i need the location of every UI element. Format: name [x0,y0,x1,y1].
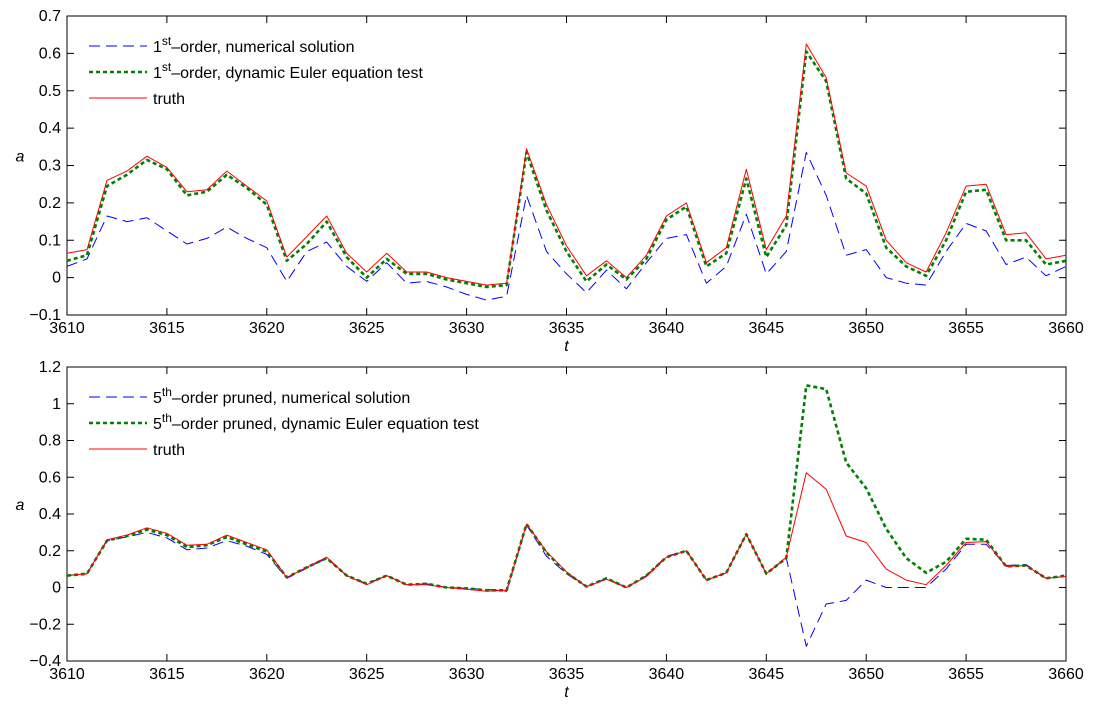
x-tick-label: 3625 [349,320,385,337]
x-tick-label: 3630 [449,320,485,337]
y-tick-label: 0.1 [39,232,61,249]
y-tick-label: 0 [52,270,61,287]
x-tick-label: 3660 [1048,666,1084,683]
series-line-1 [66,151,1067,301]
x-tick-label: 3610 [49,666,85,683]
x-axis-label: t [564,338,569,355]
x-tick-label: 3630 [449,666,485,683]
y-tick-label: 0 [52,580,61,597]
legend-entry: 1st–order, numerical solution [153,34,354,56]
y-axis-label: a [16,149,25,166]
series-line-3 [66,43,1067,286]
y-tick-label: −0.2 [29,616,61,633]
x-tick-label: 3640 [649,666,685,683]
axes-box [66,366,1067,662]
x-tick-label: 3645 [749,666,785,683]
x-tick-label: 3620 [249,666,285,683]
x-tick-label: 3655 [948,666,984,683]
series-line-2 [66,384,1067,592]
x-tick-label: 3620 [249,320,285,337]
legend-entry: truth [153,442,185,459]
y-tick-label: −0.4 [29,653,61,670]
x-tick-label: 3610 [49,320,85,337]
chart-panel-2: 3610 3615 3620 3625 3630 3635 3640 3645 3650 3655… [16,359,1084,701]
y-tick-label: 0.2 [39,195,61,212]
x-tick-label: 3625 [349,666,385,683]
x-axis-label: t [564,684,569,701]
y-tick-label: −0.1 [29,307,61,324]
x-tick-label: 3640 [649,320,685,337]
legend-entry: 1st–order, dynamic Euler equation test [153,60,424,82]
y-tick-label: 0.3 [39,158,61,175]
y-tick-label: 0.5 [39,83,61,100]
x-tick-label: 3655 [948,320,984,337]
y-tick-label: 1.2 [39,359,61,376]
legend-entry: truth [153,91,185,108]
chart-panel-1: 3610 3615 3620 3625 3630 3635 3640 3645 3650 3655… [16,8,1084,355]
x-tick-label: 3650 [848,666,884,683]
series-line-3 [66,472,1067,592]
y-tick-label: 0.4 [39,120,61,137]
axes-box [66,15,1067,316]
y-tick-label: 0.8 [39,433,61,450]
x-tick-label: 3615 [149,666,185,683]
y-tick-label: 0.6 [39,45,61,62]
y-tick-label: 1 [52,396,61,413]
y-axis-label: a [16,497,25,514]
y-tick-label: 0.6 [39,469,61,486]
x-tick-label: 3635 [549,320,585,337]
legend-entry: 5th–order pruned, dynamic Euler equation… [153,411,479,433]
x-tick-label: 3635 [549,666,585,683]
series-line-1 [66,524,1067,647]
x-tick-label: 3660 [1048,320,1084,337]
legend: 5th–order pruned, numerical solution 5th–… [89,385,479,459]
y-tick-label: 0.7 [39,8,61,25]
x-tick-label: 3615 [149,320,185,337]
y-tick-label: 0.4 [39,506,61,523]
x-tick-label: 3645 [749,320,785,337]
y-tick-label: 0.2 [39,543,61,560]
legend: 1st–order, numerical solution 1st–order, … [89,34,424,108]
legend-entry: 5th–order pruned, numerical solution [153,385,410,407]
x-tick-label: 3650 [848,320,884,337]
